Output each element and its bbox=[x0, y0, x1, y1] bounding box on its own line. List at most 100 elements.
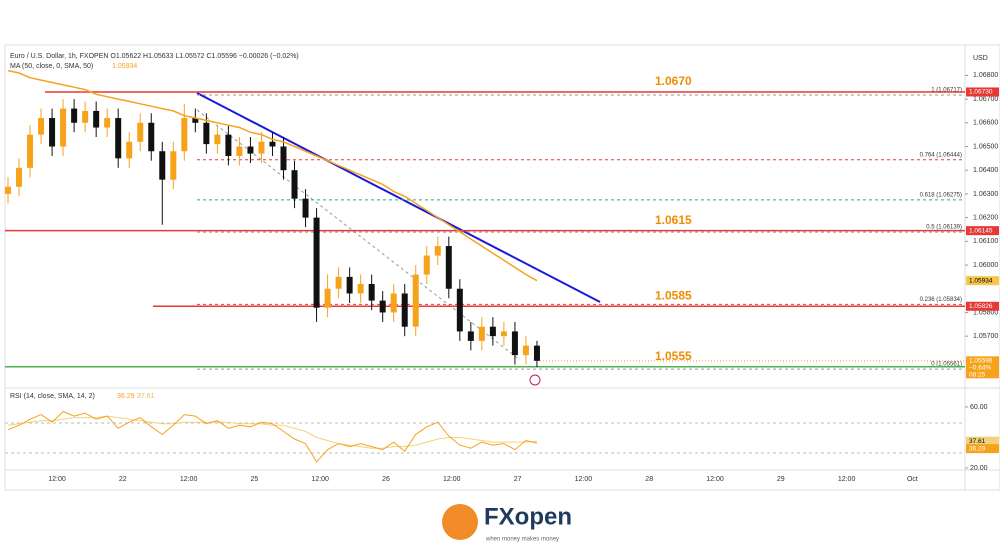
candle-body bbox=[489, 326, 496, 337]
candle-body bbox=[115, 118, 122, 159]
x-tick-label: 25 bbox=[251, 476, 259, 483]
y-tick-label: 1.06300 bbox=[973, 191, 998, 198]
candle-body bbox=[445, 246, 452, 289]
level-annotation: 1.0555 bbox=[655, 349, 692, 363]
rsi-line bbox=[7, 410, 538, 463]
x-tick-label: 22 bbox=[119, 476, 127, 483]
candle-body bbox=[93, 110, 100, 128]
candle-body bbox=[148, 122, 155, 152]
candle-body bbox=[379, 300, 386, 313]
candle-body bbox=[236, 146, 243, 156]
x-tick-label: 27 bbox=[514, 476, 522, 483]
candle-body bbox=[280, 146, 287, 171]
frame bbox=[4, 44, 1000, 491]
candle-body bbox=[60, 108, 67, 147]
y-tick-label: 1.06700 bbox=[973, 96, 998, 103]
candle-body bbox=[16, 167, 23, 187]
rsi-tick-label: 60.00 bbox=[970, 404, 988, 411]
x-tick-label: 12:00 bbox=[180, 476, 198, 483]
level-annotation: 1.0670 bbox=[655, 74, 692, 88]
candle-body bbox=[390, 293, 397, 313]
rsi-value: 36.29 bbox=[117, 393, 135, 400]
y-tick-label: 1.06200 bbox=[973, 214, 998, 221]
x-tick-label: 28 bbox=[645, 476, 653, 483]
ma-tag bbox=[966, 276, 999, 286]
candle-body bbox=[49, 118, 56, 147]
candle-body bbox=[423, 255, 430, 275]
y-tick-label: 1.06000 bbox=[973, 262, 998, 269]
candle-body bbox=[533, 345, 540, 361]
logo-brand: FXopen bbox=[484, 503, 572, 530]
x-tick-label: Oct bbox=[907, 476, 918, 483]
candle-body bbox=[434, 246, 441, 256]
candle-body bbox=[126, 141, 133, 159]
price-tag bbox=[966, 301, 999, 311]
candle-body bbox=[170, 151, 177, 180]
ma-value: 1.05934 bbox=[112, 63, 137, 70]
candle-body bbox=[82, 110, 89, 123]
header: Euro / U.S. Dollar, 1h, FXOPEN O1.05622 … bbox=[10, 53, 299, 60]
x-tick-label: 12:00 bbox=[838, 476, 856, 483]
candle-body bbox=[192, 118, 199, 123]
candle-body bbox=[522, 345, 529, 356]
x-tick-label: 29 bbox=[777, 476, 785, 483]
candle-body bbox=[27, 134, 34, 168]
candle-body bbox=[324, 288, 331, 308]
fib-label: 0.5 (1.06139) bbox=[926, 225, 962, 231]
y-tick-label: 1.05800 bbox=[973, 309, 998, 316]
y-tick-label: 1.06800 bbox=[973, 72, 998, 79]
y-tick-label: 1.05700 bbox=[973, 333, 998, 340]
candle-body bbox=[38, 118, 45, 135]
x-tick-label: 12:00 bbox=[575, 476, 593, 483]
candle-body bbox=[302, 198, 309, 218]
axis-unit: USD bbox=[973, 55, 988, 62]
y-tick-label: 1.06600 bbox=[973, 120, 998, 127]
background bbox=[0, 0, 1000, 490]
price-tag-label: 1.06145 bbox=[969, 227, 993, 234]
trend-line bbox=[196, 92, 601, 303]
level-annotation: 1.0615 bbox=[655, 213, 692, 227]
price-tag-label: 1.06730 bbox=[969, 89, 993, 96]
level-annotation: 1.0585 bbox=[655, 288, 692, 302]
candle-body bbox=[357, 284, 364, 294]
candle-body bbox=[269, 141, 276, 147]
y-tick-label: 1.06100 bbox=[973, 238, 998, 245]
candle-body bbox=[401, 293, 408, 327]
candle-body bbox=[71, 108, 78, 123]
fib-label: 0 (1.05561) bbox=[931, 362, 962, 368]
candle-body bbox=[214, 134, 221, 145]
rsi-tick-label: 20.00 bbox=[970, 465, 988, 472]
candle-body bbox=[456, 288, 463, 332]
candle-body bbox=[511, 331, 518, 356]
price-tag-label: 1.05826 bbox=[969, 303, 993, 310]
rsi-ma-tag bbox=[966, 436, 999, 446]
candle-body bbox=[500, 331, 507, 337]
rsi-tag-label: 36.29 bbox=[969, 445, 986, 452]
x-tick-label: 12:00 bbox=[443, 476, 461, 483]
price-tag bbox=[966, 226, 999, 236]
x-tick-label: 12:00 bbox=[706, 476, 724, 483]
fib-label: 0.236 (1.05834) bbox=[920, 297, 962, 303]
candle-body bbox=[368, 284, 375, 301]
last-price-countdown: 08:25 bbox=[969, 372, 986, 379]
y-tick-label: 1.06500 bbox=[973, 143, 998, 150]
candle-body bbox=[412, 274, 419, 327]
candle-body bbox=[258, 141, 265, 154]
y-tick-label: 1.06400 bbox=[973, 167, 998, 174]
candle-body bbox=[335, 276, 342, 289]
candle-body bbox=[291, 170, 298, 199]
candle-body bbox=[159, 151, 166, 180]
candle-body bbox=[225, 134, 232, 156]
rsi-ma-line bbox=[7, 415, 538, 449]
event-icon bbox=[529, 374, 541, 386]
x-tick-label: 26 bbox=[382, 476, 390, 483]
logo-tagline: when money makes money bbox=[485, 537, 559, 543]
x-tick-label: 12:00 bbox=[48, 476, 66, 483]
candle-body bbox=[313, 217, 320, 308]
ma-line bbox=[7, 69, 538, 282]
rsi-ma-value: 37.61 bbox=[137, 393, 155, 400]
rsi-label: RSI (14, close, SMA, 14, 2) bbox=[10, 393, 95, 400]
x-tick-label: 12:00 bbox=[311, 476, 329, 483]
ma-label: MA (50, close, 0, SMA, 50) bbox=[10, 63, 93, 70]
